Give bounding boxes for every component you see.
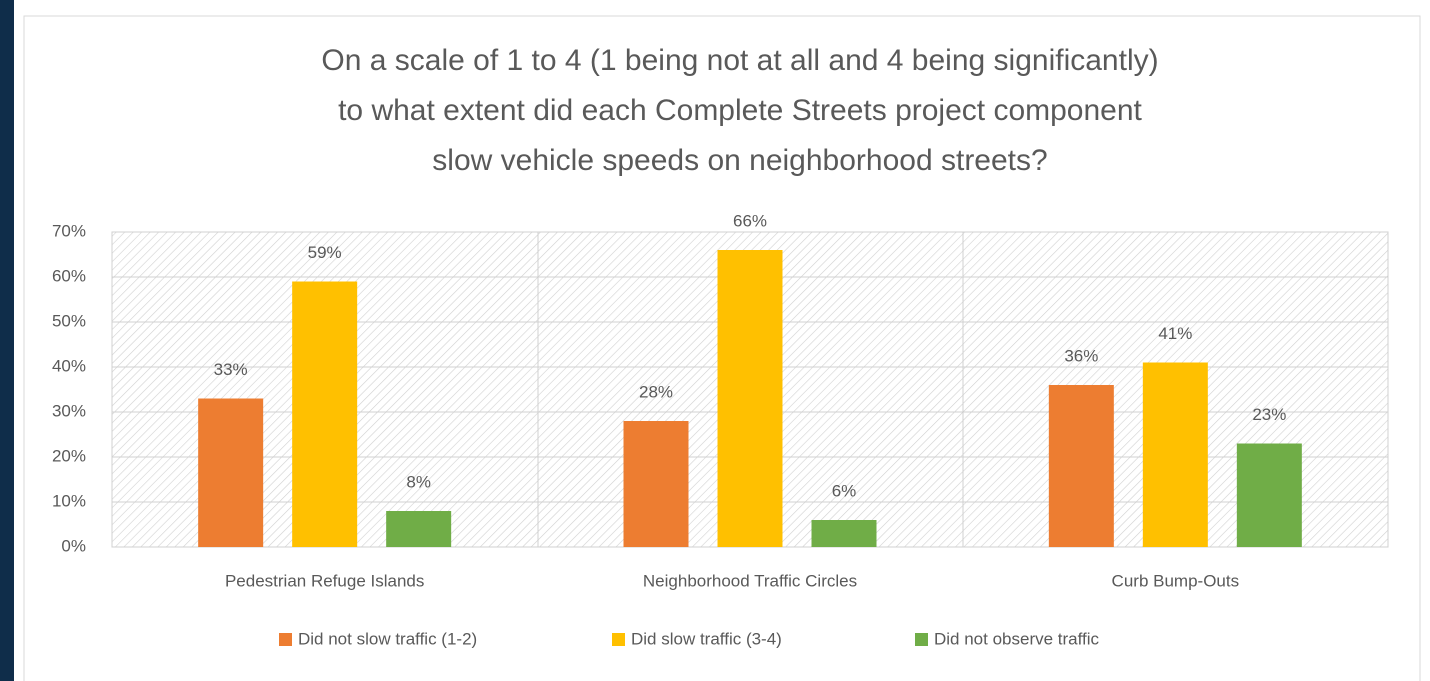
bar xyxy=(1142,362,1208,547)
data-label: 8% xyxy=(406,472,431,491)
bar xyxy=(1048,385,1114,547)
y-tick-label: 0% xyxy=(61,536,86,555)
data-label: 41% xyxy=(1158,324,1192,343)
x-tick-label: Curb Bump-Outs xyxy=(1112,571,1240,590)
data-label: 6% xyxy=(832,481,857,500)
data-label: 33% xyxy=(214,360,248,379)
chart-title: to what extent did each Complete Streets… xyxy=(338,94,1142,127)
y-tick-label: 20% xyxy=(52,446,86,465)
data-label: 36% xyxy=(1064,346,1098,365)
legend-label: Did not observe traffic xyxy=(934,629,1100,648)
bar xyxy=(1236,443,1302,547)
data-label: 59% xyxy=(308,243,342,262)
y-tick-label: 10% xyxy=(52,491,86,510)
x-tick-label: Neighborhood Traffic Circles xyxy=(643,571,857,590)
y-tick-label: 60% xyxy=(52,266,86,285)
chart-title: On a scale of 1 to 4 (1 being not at all… xyxy=(321,44,1158,77)
x-tick-label: Pedestrian Refuge Islands xyxy=(225,571,424,590)
y-tick-label: 40% xyxy=(52,356,86,375)
bar xyxy=(386,511,452,547)
y-tick-label: 70% xyxy=(52,221,86,240)
data-label: 23% xyxy=(1252,405,1286,424)
legend-label: Did slow traffic (3-4) xyxy=(631,629,782,648)
bar xyxy=(198,398,264,547)
y-tick-label: 50% xyxy=(52,311,86,330)
bar xyxy=(292,281,358,547)
data-label: 66% xyxy=(733,211,767,230)
data-label: 28% xyxy=(639,382,673,401)
y-tick-label: 30% xyxy=(52,401,86,420)
legend-swatch xyxy=(612,633,625,646)
bar xyxy=(717,250,783,547)
bar xyxy=(623,421,689,547)
legend-label: Did not slow traffic (1-2) xyxy=(298,629,477,648)
chart-title: slow vehicle speeds on neighborhood stre… xyxy=(432,144,1047,177)
bar xyxy=(811,520,877,547)
legend-swatch xyxy=(915,633,928,646)
legend-swatch xyxy=(279,633,292,646)
